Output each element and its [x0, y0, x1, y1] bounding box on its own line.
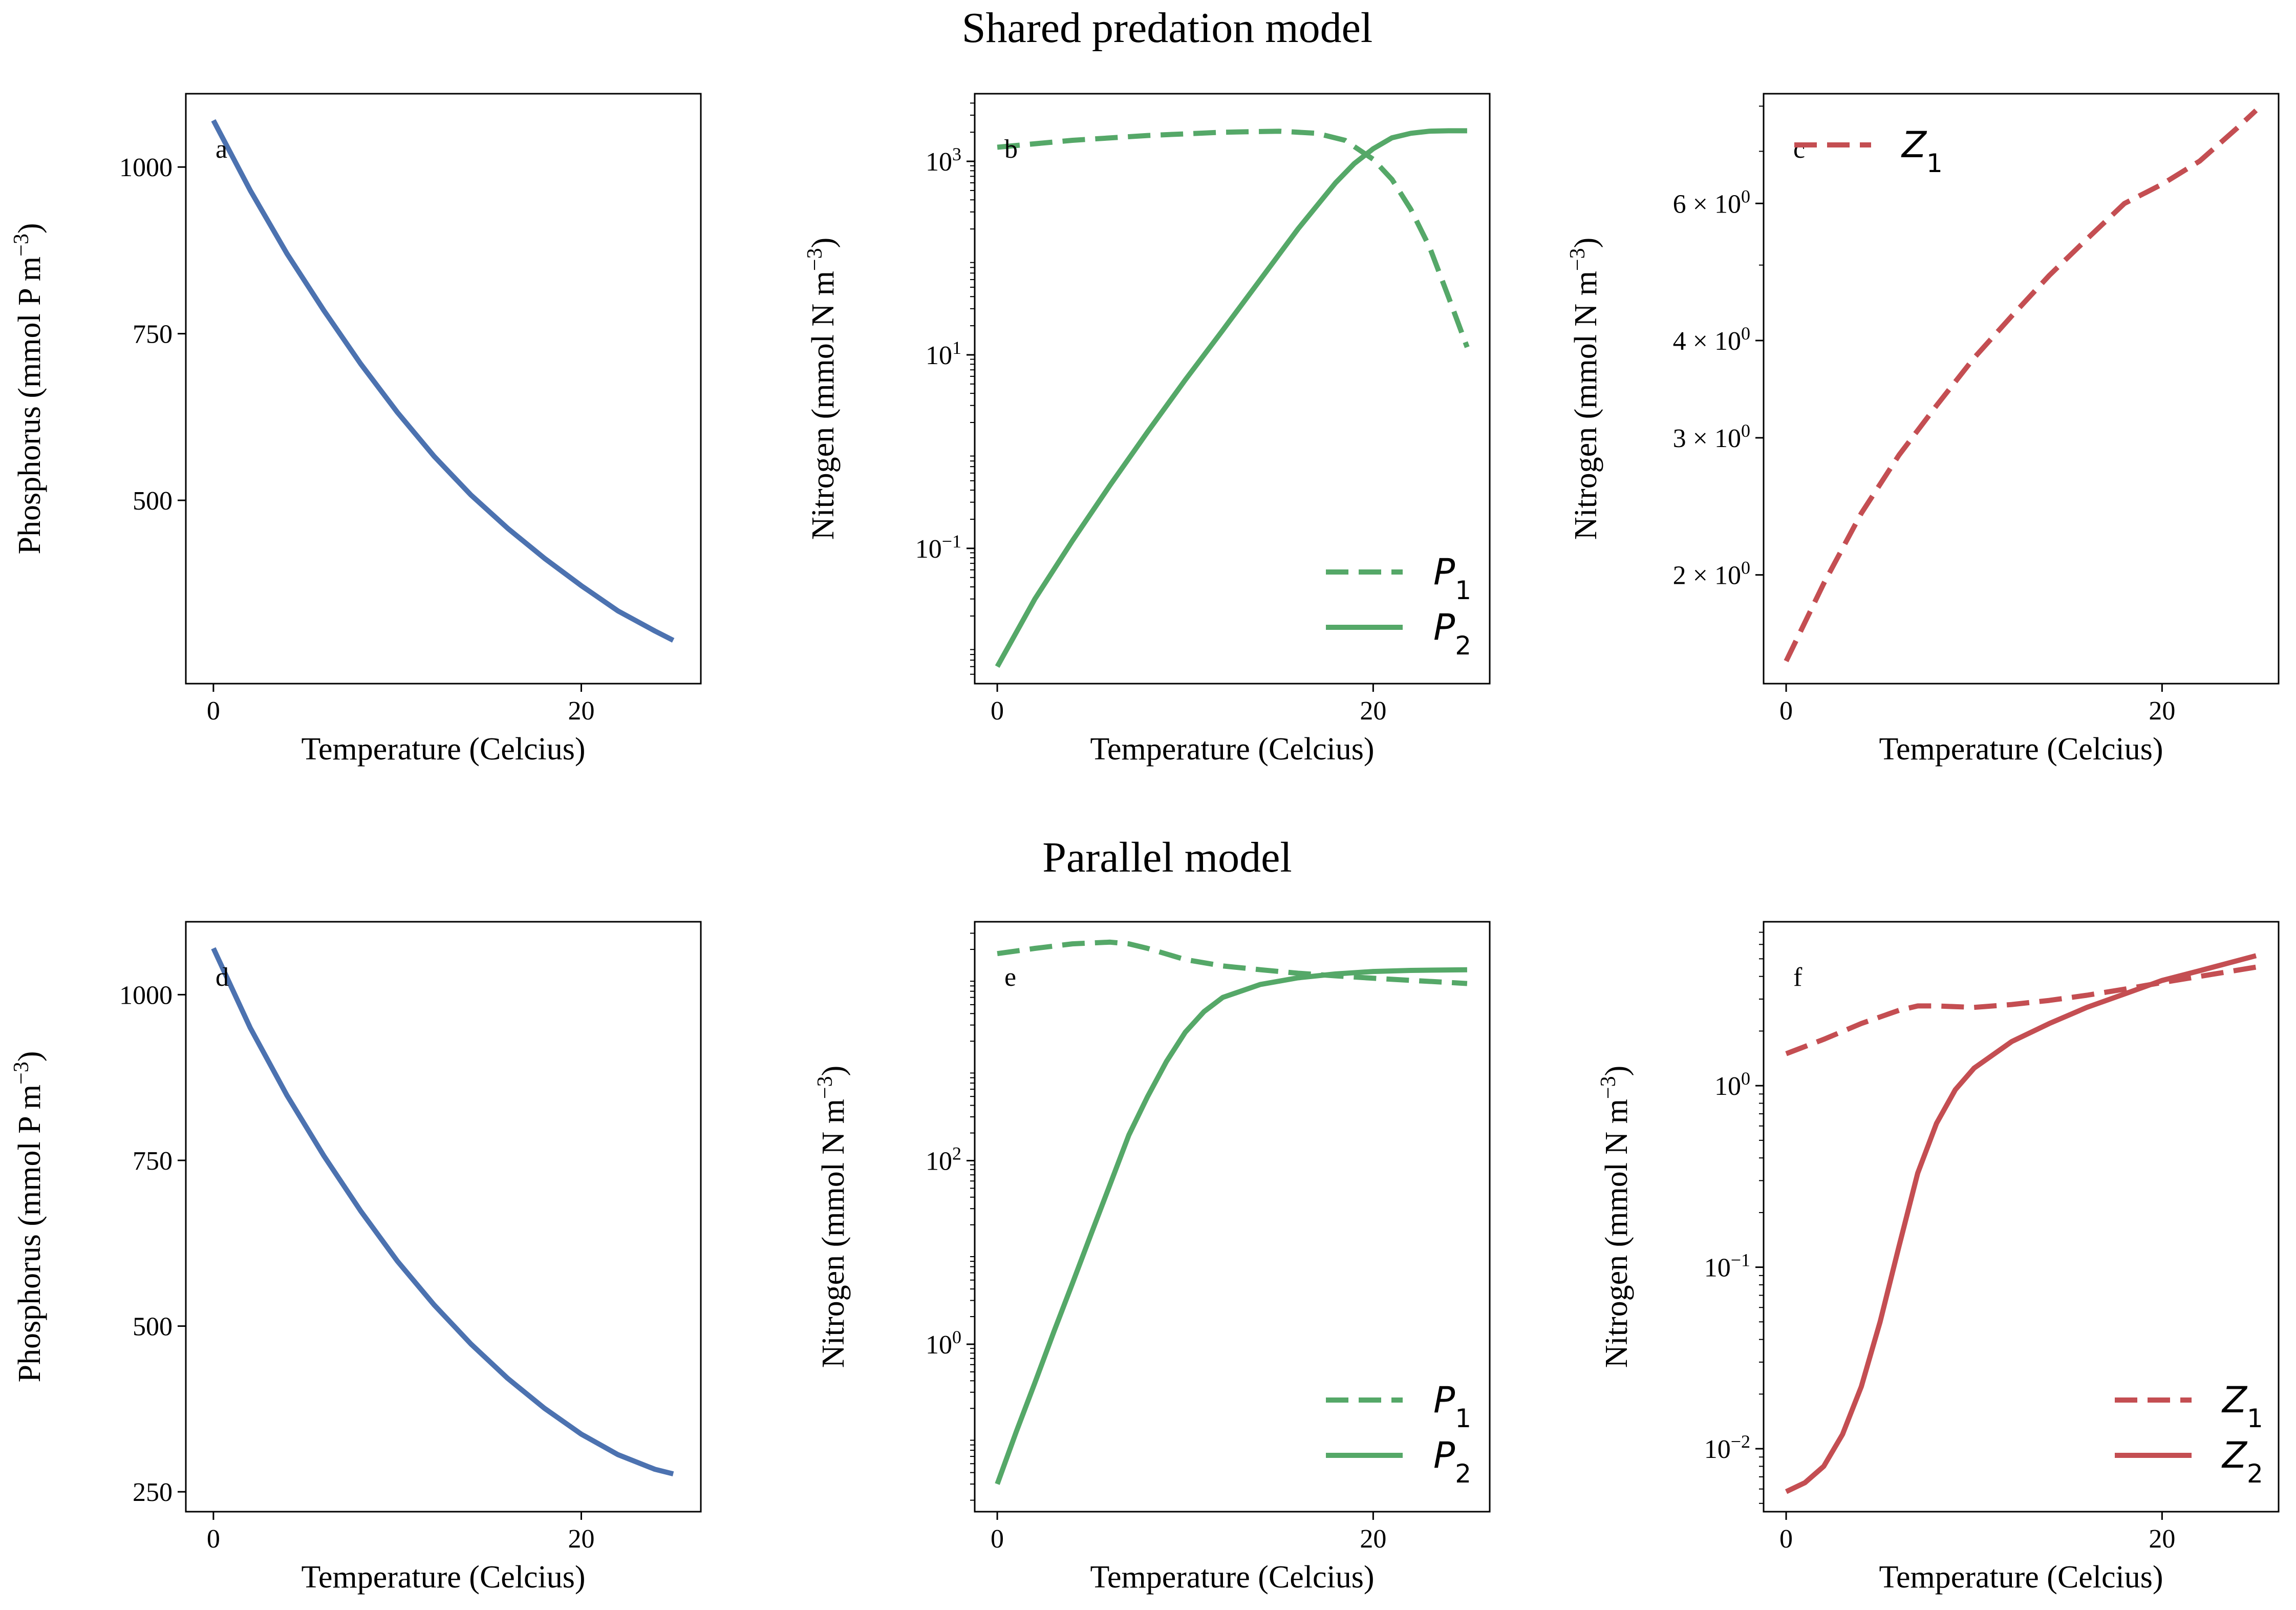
y-axis-label-b: Nitrogen (mmol N m−3): [803, 238, 841, 540]
xtick-label-c: 20: [2149, 696, 2175, 726]
panel-label-c: c: [1793, 135, 1805, 164]
axes-frame-e: [974, 921, 1491, 1513]
y-axis-label-d: Phosphorus (mmol P m−3): [10, 1051, 47, 1383]
ytick-label-b: 10−1: [915, 531, 961, 564]
ytick-label-e: 100: [926, 1327, 961, 1360]
ytick-label-f: 100: [1714, 1068, 1750, 1101]
ytick-label-d: 500: [133, 1312, 173, 1342]
x-axis-label-f: Temperature (Celcius): [1879, 1560, 2163, 1595]
panel-label-d: d: [216, 963, 229, 992]
legend-label-f-z1: Z1: [2221, 1379, 2263, 1433]
axes-frame-a: [185, 93, 702, 685]
legend-label-f-z2: Z2: [2221, 1434, 2263, 1489]
axes-frame-b: [974, 93, 1491, 685]
ytick-label-a: 750: [133, 320, 173, 349]
panel-label-b: b: [1004, 135, 1018, 164]
y-axis-label-f: Nitrogen (mmol N m−3): [1597, 1066, 1634, 1368]
legend-label-c-z1: Z1: [1901, 124, 1943, 178]
axes-frame-f: [1763, 921, 2280, 1513]
ytick-label-b: 103: [926, 144, 961, 177]
y-axis-label-a: Phosphorus (mmol P m−3): [10, 223, 47, 555]
panel-e: 0 20 100 102 Temperature (Celcius) Nitrogen (…: [813, 921, 1491, 1595]
ytick-label-c: 2 × 100: [1673, 558, 1750, 590]
axes-frame-d: [185, 921, 702, 1513]
panel-label-a: a: [216, 135, 227, 164]
series-line-a-phosphorus: [211, 119, 675, 643]
xtick-label-a: 0: [207, 696, 220, 726]
xtick-label-d: 0: [207, 1524, 220, 1554]
ytick-label-e: 102: [926, 1143, 961, 1176]
xtick-label-b: 20: [1360, 696, 1386, 726]
legend-label-e-p1: P1: [1433, 1379, 1471, 1433]
ytick-label-c: 4 × 100: [1673, 323, 1750, 356]
x-axis-label-c: Temperature (Celcius): [1879, 732, 2163, 767]
series-line-b-p1: [997, 129, 1470, 348]
xtick-label-c: 0: [1779, 696, 1793, 726]
ytick-label-a: 500: [133, 486, 173, 516]
x-axis-label-b: Temperature (Celcius): [1090, 732, 1374, 767]
x-axis-label-a: Temperature (Celcius): [301, 732, 585, 767]
panel-label-f: f: [1793, 963, 1803, 992]
y-axis-label-e: Nitrogen (mmol N m−3): [813, 1066, 851, 1368]
legend-label-e-p2: P2: [1433, 1434, 1471, 1489]
legend-label-b-p1: P1: [1433, 551, 1471, 605]
panel-a: 0 20 500 750 1000 Temperature (Celcius) Phosph…: [10, 93, 702, 767]
series-line-d-phosphorus: [211, 947, 674, 1477]
panel-d: 0 20 250 500 750 1000 Temperature (Celcius) Pho…: [10, 921, 702, 1595]
xtick-label-f: 0: [1779, 1524, 1793, 1554]
ytick-label-d: 1000: [119, 981, 173, 1010]
xtick-label-b: 0: [991, 696, 1004, 726]
series-line-f-z2: [1785, 953, 2257, 1494]
xtick-label-f: 20: [2149, 1524, 2175, 1554]
ytick-label-a: 1000: [119, 153, 173, 182]
ytick-label-c: 6 × 100: [1673, 186, 1750, 219]
ytick-label-d: 250: [133, 1478, 173, 1507]
xtick-label-a: 20: [568, 696, 594, 726]
panel-label-e: e: [1004, 963, 1016, 992]
ytick-label-b: 101: [926, 337, 961, 370]
x-axis-label-d: Temperature (Celcius): [301, 1560, 585, 1595]
ytick-label-f: 10−1: [1704, 1250, 1750, 1283]
xtick-label-e: 20: [1360, 1524, 1386, 1554]
row-title-shared-predation: Shared predation model: [962, 4, 1372, 52]
x-axis-label-e: Temperature (Celcius): [1090, 1560, 1374, 1595]
ytick-label-f: 10−2: [1704, 1431, 1750, 1464]
series-line-e-p1: [997, 939, 1468, 986]
panel-b: 0 20 10−1 101 103 Temperature (Celcius) Nitrog…: [803, 93, 1491, 767]
series-line-b-p2: [995, 128, 1467, 668]
panel-f: 0 20 10−2 10−1 100 Temperature (Celcius) Nitro…: [1597, 921, 2280, 1595]
xtick-label-e: 0: [991, 1524, 1004, 1554]
series-line-c-z1: [1784, 108, 2258, 663]
series-line-e-p2: [995, 967, 1467, 1485]
legend-label-b-p2: P2: [1433, 606, 1471, 661]
y-axis-label-c: Nitrogen (mmol N m−3): [1566, 238, 1603, 540]
ytick-label-d: 750: [133, 1147, 173, 1176]
ytick-label-c: 3 × 100: [1673, 420, 1750, 453]
panel-c: 0 20 2 × 100 3 × 100 4 × 100 6 × 100 Temperatu…: [1566, 93, 2280, 767]
series-line-f-z1: [1785, 964, 2257, 1056]
xtick-label-d: 20: [568, 1524, 594, 1554]
row-title-parallel: Parallel model: [1042, 834, 1292, 881]
axes-frame-c: [1763, 93, 2280, 685]
